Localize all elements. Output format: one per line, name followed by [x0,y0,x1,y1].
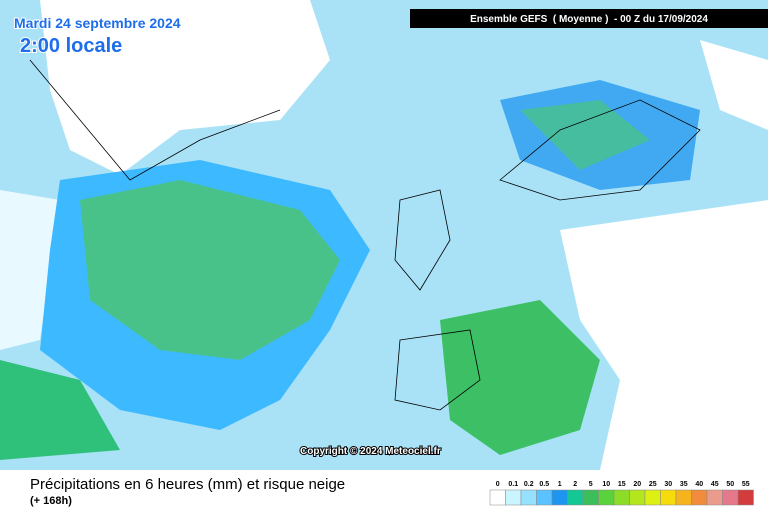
legend-label: 45 [711,481,719,488]
legend-label: 2 [573,481,577,488]
legend-label: 0 [496,481,500,488]
time-label: 2:00 locale [20,35,122,57]
coastline [499,99,701,201]
coastline [394,189,451,291]
legend-swatch [722,489,739,506]
footer-title: Précipitations en 6 heures (mm) et risqu… [30,476,345,493]
legend-label: 40 [695,481,703,488]
date-label: Mardi 24 septembre 2024 [14,15,181,31]
legend-label: 20 [633,481,641,488]
legend-swatch [598,489,615,506]
legend-label: 0.2 [524,481,534,488]
copyright: Copyright © 2024 Meteociel.fr [300,446,441,457]
legend-swatch [582,489,599,506]
legend-swatch [567,489,584,506]
legend-label: 15 [618,481,626,488]
legend: 0 0.1 0.2 0.5 1 2 5 10 15 20 25 30 35 40 45 50 55 [489,481,754,506]
greenland [40,0,330,175]
model-label: Ensemble GEFS ( Moyenne ) - 00 Z du 17/0… [470,14,708,25]
legend-label: 1 [558,481,562,488]
canada [0,190,60,350]
east-europe [560,200,768,470]
legend-label: 0.1 [508,481,518,488]
legend-swatch [644,489,661,506]
legend-label: 0.5 [539,481,549,488]
europe-rain [440,300,600,455]
legend-swatch [706,489,723,506]
footer-subtitle: (+ 168h) [30,495,72,507]
legend-label: 50 [726,481,734,488]
legend-swatch [675,489,692,506]
legend-label: 30 [664,481,672,488]
legend-swatch [737,489,754,506]
atlantic-rain [80,180,340,360]
legend-swatch [691,489,708,506]
legend-swatch [551,489,568,506]
russia-north [700,40,768,130]
legend-swatch [505,489,522,506]
legend-swatch [536,489,553,506]
legend-label: 10 [602,481,610,488]
coastline [29,59,281,181]
legend-label: 25 [649,481,657,488]
model-box [410,9,768,28]
legend-label: 55 [742,481,750,488]
legend-swatch [489,489,506,506]
southwest-rain [0,360,120,460]
coastline [394,329,481,411]
legend-swatch [629,489,646,506]
legend-swatch [660,489,677,506]
legend-swatch [520,489,537,506]
legend-swatch [613,489,630,506]
legend-label: 35 [680,481,688,488]
legend-label: 5 [589,481,593,488]
scandinavia-rain [520,100,650,170]
